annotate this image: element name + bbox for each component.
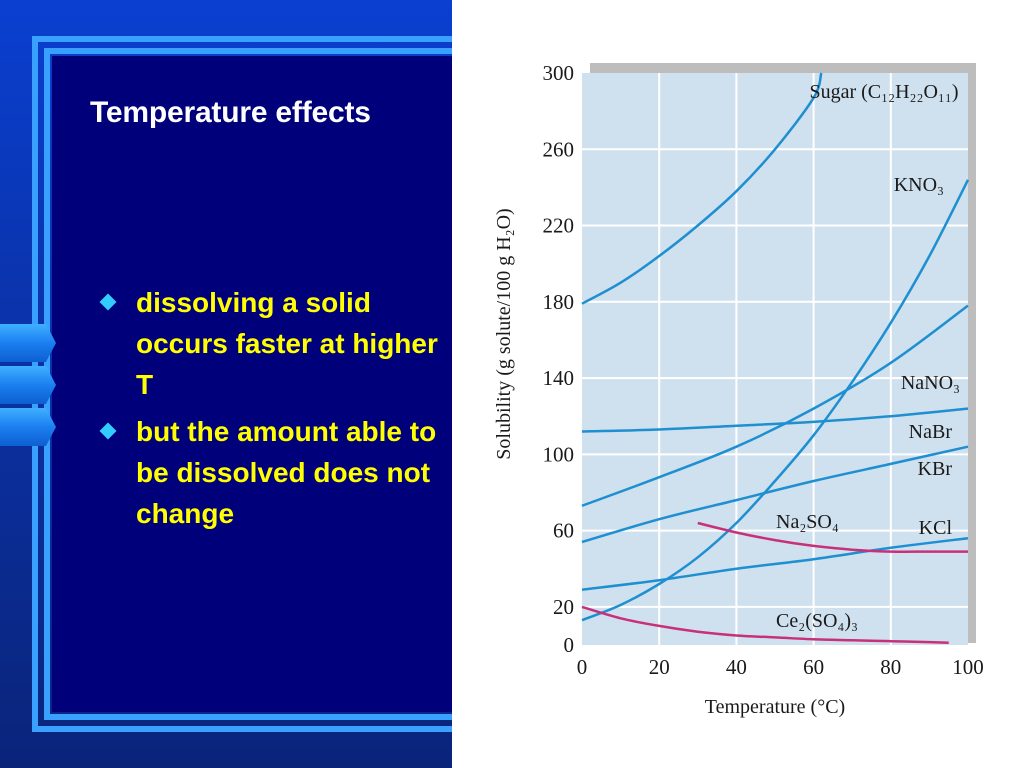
bullet-item: dissolving a solid occurs faster at high… — [98, 282, 438, 405]
series-line-2 — [581, 304, 969, 507]
series-label-4: KBr — [918, 458, 953, 480]
y-tick-label: 20 — [553, 595, 574, 619]
y-tick-label: 220 — [543, 214, 575, 238]
bullet-text: but the amount able to be dissolved does… — [136, 416, 437, 529]
y-tick-label: 140 — [543, 366, 575, 390]
series-label-6: Na₂SO₄ — [776, 511, 839, 533]
y-tick-label: 60 — [553, 519, 574, 543]
series-group — [581, 72, 970, 644]
y-axis-label: Solubility (g solute/100 g H₂O) — [493, 208, 515, 459]
series-label-2: NaNO₃ — [901, 372, 960, 394]
grid-lines — [582, 73, 968, 645]
side-tab-arrow — [0, 366, 56, 404]
x-tick-label: 80 — [880, 655, 901, 679]
tick-labels: 0 20 40 60 80 100 0 20 60 100 140 180 220 260 300 — [543, 61, 984, 679]
series-label-7: Ce₂(SO₄)₃ — [776, 610, 858, 632]
diamond-bullet-icon — [99, 422, 117, 440]
bullet-text: dissolving a solid occurs faster at high… — [136, 287, 438, 400]
y-tick-label: 260 — [543, 137, 575, 161]
series-line-5 — [581, 536, 969, 591]
diamond-bullet-icon — [99, 293, 117, 311]
x-tick-label: 40 — [726, 655, 747, 679]
series-line-7 — [581, 605, 949, 644]
bullet-list: dissolving a solid occurs faster at high… — [98, 282, 438, 540]
series-label-3: NaBr — [909, 421, 953, 443]
x-tick-label: 60 — [803, 655, 824, 679]
y-tick-label: 0 — [564, 633, 575, 657]
series-label-0: Sugar (C₁₂H₂₂O₁₁) — [809, 81, 958, 103]
y-tick-label: 100 — [543, 442, 575, 466]
series-label-5: KCl — [919, 517, 953, 539]
slide-title: Temperature effects — [90, 96, 371, 129]
side-tab-decoration — [0, 324, 60, 448]
side-tab-arrow — [0, 408, 56, 446]
series-line-1 — [581, 179, 970, 622]
series-label-1: KNO₃ — [894, 174, 944, 196]
y-tick-label: 180 — [543, 290, 575, 314]
series-line-0 — [581, 72, 823, 305]
x-tick-label: 20 — [649, 655, 670, 679]
slide-content-box — [52, 56, 452, 712]
x-axis-label: Temperature (°C) — [705, 696, 845, 718]
side-tab-arrow — [0, 324, 56, 362]
series-line-3 — [581, 407, 969, 433]
plot-area — [582, 73, 968, 645]
series-line-4 — [581, 445, 969, 544]
series-line-6 — [697, 521, 968, 553]
x-tick-label: 0 — [577, 655, 588, 679]
solubility-chart: 0 20 40 60 80 100 0 20 60 100 140 180 220 260 300 Suga… — [452, 0, 1024, 768]
series-labels: Sugar (C₁₂H₂₂O₁₁) KNO₃ NaNO₃ NaBr KBr KCl Na₂S… — [776, 81, 960, 632]
slide-panel: Temperature effects dissolving a solid o… — [0, 0, 452, 768]
bullet-item: but the amount able to be dissolved does… — [98, 411, 438, 534]
x-tick-label: 100 — [952, 655, 984, 679]
y-tick-label: 300 — [543, 61, 575, 85]
solubility-chart-svg: 0 20 40 60 80 100 0 20 60 100 140 180 220 260 300 Suga… — [493, 61, 984, 718]
